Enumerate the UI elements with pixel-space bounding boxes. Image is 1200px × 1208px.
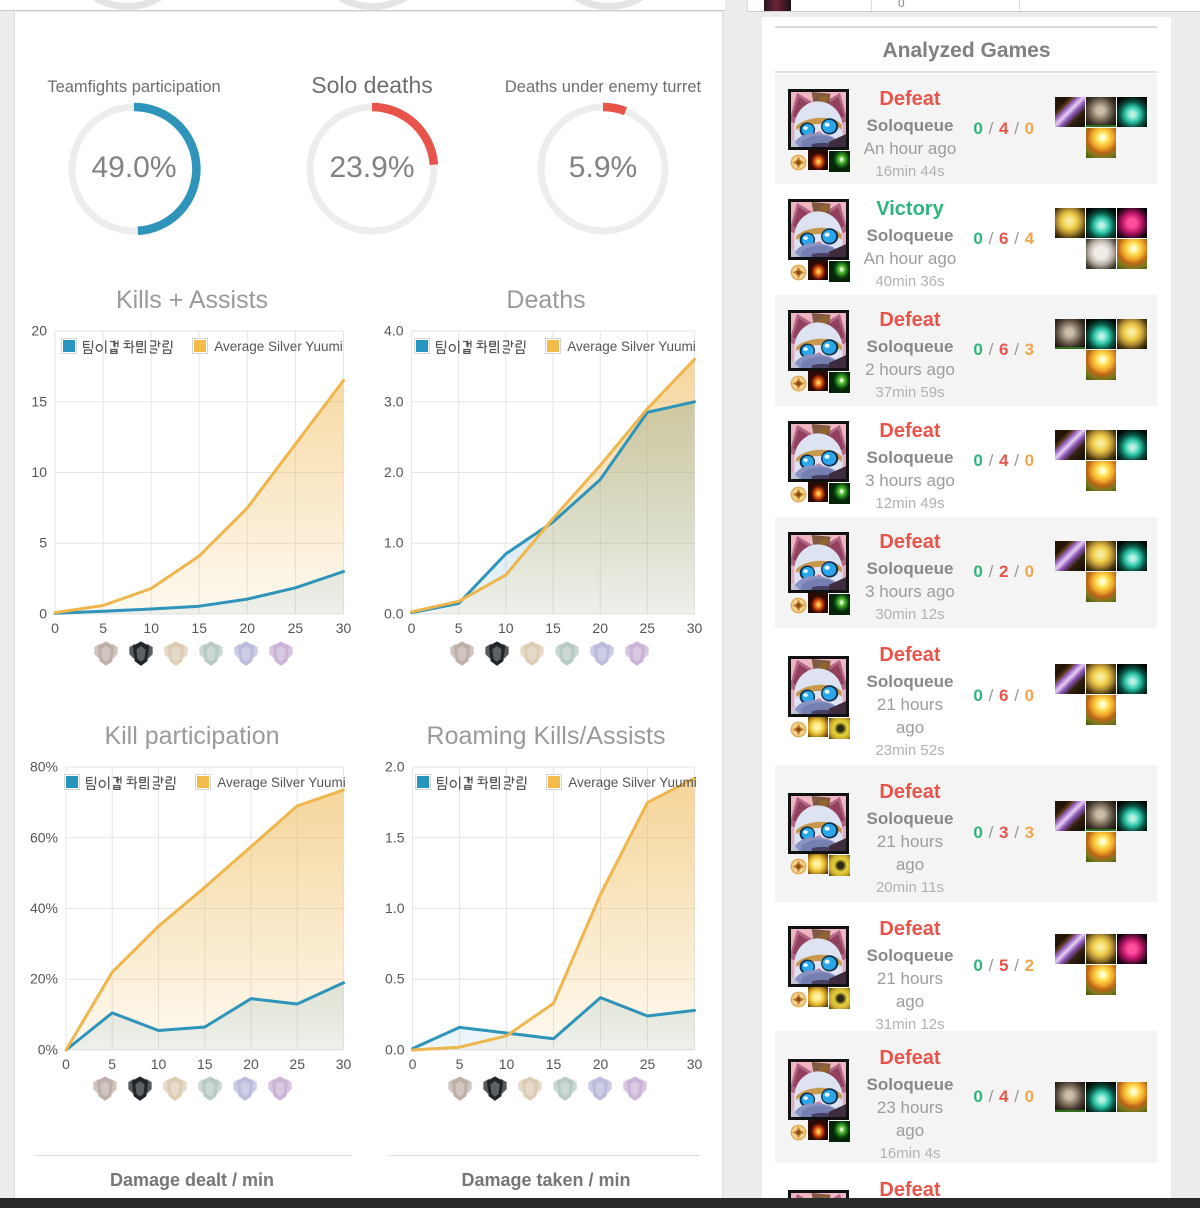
svg-text:15: 15 — [197, 1056, 213, 1072]
svg-text:40%: 40% — [30, 900, 58, 916]
svg-text:20: 20 — [593, 1056, 609, 1072]
svg-text:25: 25 — [289, 1056, 305, 1072]
svg-text:0: 0 — [62, 1056, 70, 1072]
svg-text:15: 15 — [191, 620, 207, 636]
svg-text:30: 30 — [336, 620, 352, 636]
svg-text:15: 15 — [546, 1056, 562, 1072]
svg-text:1.5: 1.5 — [385, 829, 405, 845]
svg-text:10: 10 — [143, 620, 159, 636]
svg-text:25: 25 — [640, 620, 656, 636]
svg-text:1.0: 1.0 — [384, 535, 404, 551]
svg-text:4.0: 4.0 — [384, 323, 404, 339]
svg-text:0: 0 — [39, 606, 47, 622]
svg-text:10: 10 — [31, 464, 47, 480]
svg-text:0.0: 0.0 — [385, 1042, 405, 1058]
svg-text:0.5: 0.5 — [385, 971, 405, 987]
svg-text:0.0: 0.0 — [384, 606, 404, 622]
svg-text:5: 5 — [99, 620, 107, 636]
svg-text:3.0: 3.0 — [384, 393, 404, 409]
svg-text:1.0: 1.0 — [385, 900, 405, 916]
svg-text:80%: 80% — [30, 759, 58, 775]
svg-text:0: 0 — [409, 1056, 417, 1072]
svg-text:0%: 0% — [38, 1042, 58, 1058]
svg-text:20: 20 — [240, 620, 256, 636]
svg-text:5: 5 — [108, 1056, 116, 1072]
svg-text:5: 5 — [39, 535, 47, 551]
svg-text:2.0: 2.0 — [385, 759, 405, 775]
svg-text:30: 30 — [336, 1056, 352, 1072]
svg-text:5: 5 — [456, 1056, 464, 1072]
svg-text:60%: 60% — [30, 829, 58, 845]
svg-text:2.0: 2.0 — [384, 464, 404, 480]
svg-text:20: 20 — [31, 323, 47, 339]
svg-text:10: 10 — [151, 1056, 167, 1072]
svg-text:30: 30 — [687, 1056, 703, 1072]
svg-text:0: 0 — [408, 620, 416, 636]
svg-text:20%: 20% — [30, 971, 58, 987]
svg-text:30: 30 — [687, 620, 703, 636]
svg-text:10: 10 — [499, 1056, 515, 1072]
svg-text:15: 15 — [31, 393, 47, 409]
svg-text:25: 25 — [288, 620, 304, 636]
svg-text:25: 25 — [640, 1056, 656, 1072]
svg-text:5: 5 — [455, 620, 463, 636]
svg-text:15: 15 — [545, 620, 561, 636]
svg-text:0: 0 — [51, 620, 59, 636]
svg-text:20: 20 — [592, 620, 608, 636]
svg-text:10: 10 — [498, 620, 514, 636]
svg-text:20: 20 — [243, 1056, 259, 1072]
